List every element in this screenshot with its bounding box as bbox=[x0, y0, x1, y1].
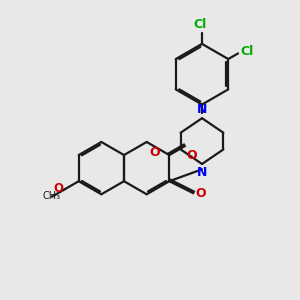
Text: O: O bbox=[187, 149, 197, 162]
Text: N: N bbox=[197, 103, 207, 116]
Text: CH₃: CH₃ bbox=[42, 191, 60, 201]
Text: N: N bbox=[197, 166, 207, 179]
Text: Cl: Cl bbox=[193, 18, 206, 31]
Text: O: O bbox=[150, 146, 160, 158]
Text: Cl: Cl bbox=[240, 45, 254, 58]
Text: O: O bbox=[196, 187, 206, 200]
Text: O: O bbox=[53, 182, 63, 195]
